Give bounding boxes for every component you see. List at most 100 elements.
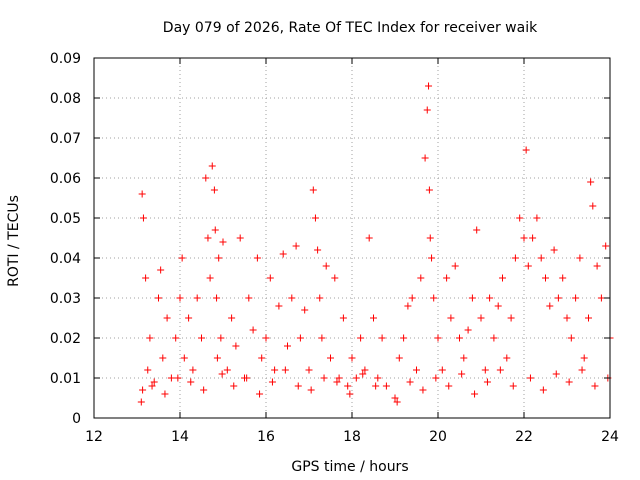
data-point (288, 294, 296, 302)
y-tick-label: 0.09 (50, 51, 81, 67)
data-point (496, 366, 504, 374)
x-tick-label: 12 (85, 429, 103, 445)
data-point (559, 274, 567, 282)
y-tick-label: 0.04 (50, 251, 81, 267)
data-points (137, 82, 614, 406)
data-point (292, 242, 300, 250)
data-point (477, 314, 485, 322)
data-point (305, 366, 313, 374)
data-point (144, 366, 152, 374)
data-point (157, 266, 165, 274)
data-point (524, 262, 532, 270)
data-point (137, 398, 145, 406)
data-point (318, 334, 326, 342)
data-point (236, 234, 244, 242)
data-point (413, 366, 420, 374)
data-point (266, 274, 274, 282)
data-point (245, 294, 253, 302)
x-tick-label: 18 (343, 429, 361, 445)
data-point (167, 374, 175, 382)
data-point (198, 334, 205, 342)
data-point (262, 334, 270, 342)
data-point (520, 234, 528, 242)
data-point (587, 178, 595, 186)
data-point (333, 378, 341, 386)
data-point (258, 354, 266, 362)
data-point (481, 366, 489, 374)
data-point (419, 386, 427, 394)
data-point (320, 374, 328, 382)
data-point (516, 214, 524, 222)
y-tick-label: 0.01 (50, 371, 81, 387)
data-point (232, 342, 240, 350)
data-point (593, 262, 601, 270)
data-point (578, 366, 586, 374)
data-point (417, 274, 425, 282)
data-point (408, 294, 416, 302)
data-point (438, 366, 446, 374)
data-point (406, 378, 414, 386)
x-tick-label: 22 (515, 429, 533, 445)
data-point (533, 214, 541, 222)
y-tick-label: 0.07 (50, 131, 81, 147)
data-point (537, 254, 545, 262)
data-point (382, 382, 390, 390)
axis-ticks: 12 14 16 18 20 22 24 0 0.01 0.02 0.03 0.04 0.05 0.06 0… (50, 51, 619, 445)
data-point (451, 262, 459, 270)
data-point (550, 246, 558, 254)
data-point (322, 262, 330, 270)
y-tick-label: 0.08 (50, 91, 81, 107)
data-point (284, 342, 291, 350)
data-point (542, 274, 549, 282)
data-point (565, 378, 573, 386)
data-point (352, 374, 360, 382)
data-point (202, 174, 210, 182)
data-point (215, 254, 223, 262)
data-point (423, 106, 431, 114)
data-point (393, 398, 401, 406)
data-point (275, 302, 283, 310)
data-point (395, 354, 403, 362)
data-point (228, 314, 236, 322)
data-point (522, 146, 530, 154)
data-point (432, 374, 440, 382)
data-point (464, 326, 472, 334)
data-point (486, 294, 494, 302)
data-point (268, 378, 276, 386)
data-point (271, 366, 279, 374)
y-tick-label: 0.06 (50, 171, 81, 187)
data-point (567, 334, 575, 342)
data-point (445, 382, 453, 390)
data-point (139, 214, 147, 222)
data-point (391, 394, 399, 402)
x-tick-label: 14 (171, 429, 189, 445)
data-point (589, 202, 597, 210)
data-point (374, 374, 382, 382)
data-point (344, 382, 352, 390)
data-point (473, 226, 481, 234)
data-point (490, 334, 498, 342)
data-point (331, 274, 339, 282)
data-point (494, 302, 502, 310)
data-point (159, 354, 167, 362)
data-point (372, 382, 380, 390)
data-point (378, 334, 386, 342)
data-point (243, 374, 251, 382)
data-point (483, 378, 491, 386)
data-point (142, 274, 150, 282)
data-point (426, 234, 434, 242)
data-point (585, 314, 592, 322)
data-point (176, 294, 184, 302)
data-point (200, 386, 208, 394)
data-point (507, 314, 515, 322)
x-tick-label: 24 (601, 429, 619, 445)
data-point (421, 154, 429, 162)
data-point (178, 254, 186, 262)
data-point (208, 162, 216, 170)
data-point (346, 390, 354, 398)
data-point (511, 254, 519, 262)
data-point (499, 274, 506, 282)
data-point (204, 234, 212, 242)
data-point (434, 334, 442, 342)
